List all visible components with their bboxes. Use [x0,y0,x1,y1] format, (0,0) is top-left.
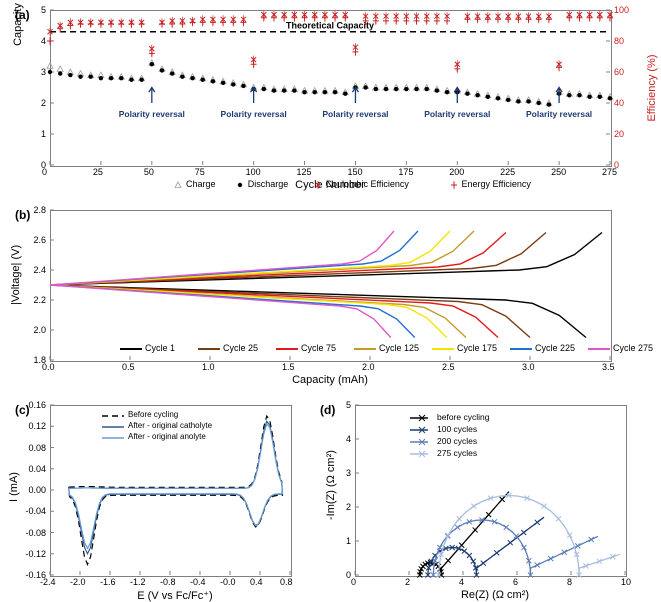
svg-text:Polarity reversal: Polarity reversal [221,109,287,119]
svg-text:Polarity reversal: Polarity reversal [322,109,388,119]
svg-text:Polarity reversal: Polarity reversal [526,109,592,119]
svg-text:Polarity reversal: Polarity reversal [424,109,490,119]
svg-text:Theoretical Capacity: Theoretical Capacity [286,21,374,31]
svg-text:Polarity reversal: Polarity reversal [119,109,185,119]
